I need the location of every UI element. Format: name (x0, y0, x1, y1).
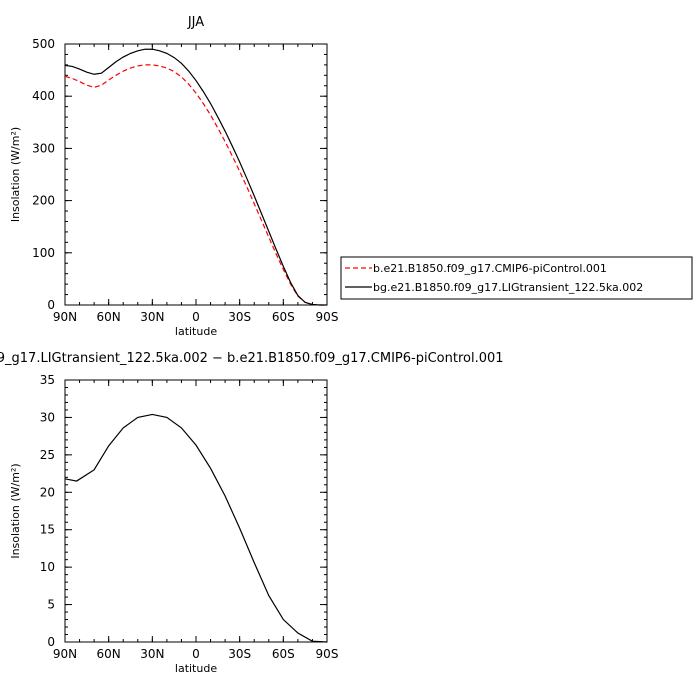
x-tick-label: 90S (316, 647, 339, 661)
y-axis-label: Insolation (W/m²) (9, 127, 22, 222)
x-tick-label: 0 (192, 310, 200, 324)
chart-title: bg.e21.B1850.f09_g17.LIGtransient_122.5k… (0, 351, 504, 366)
x-tick-label: 60N (97, 310, 121, 324)
legend-entry-0: b.e21.B1850.f09_g17.CMIP6-piControl.001 (373, 262, 607, 275)
x-axis-label: latitude (175, 325, 217, 338)
x-axis-label: latitude (175, 662, 217, 675)
y-tick-label: 500 (32, 37, 55, 51)
x-tick-label: 60S (272, 310, 295, 324)
x-tick-label: 0 (192, 647, 200, 661)
y-tick-label: 400 (32, 89, 55, 103)
series-line-1 (64, 48, 327, 306)
y-tick-label: 5 (47, 598, 55, 612)
legend: b.e21.B1850.f09_g17.CMIP6-piControl.001b… (340, 256, 693, 300)
x-tick-label: 30S (228, 647, 251, 661)
y-axis-label: Insolation (W/m²) (9, 463, 22, 558)
x-tick-label: 90S (316, 310, 339, 324)
x-tick-label: 30N (140, 647, 164, 661)
x-tick-label: 60N (97, 647, 121, 661)
x-tick-label: 90N (53, 310, 77, 324)
legend-entry-1: bg.e21.B1850.f09_g17.LIGtransient_122.5k… (373, 281, 643, 294)
x-tick-label: 30S (228, 310, 251, 324)
x-tick-label: 60S (272, 647, 295, 661)
y-tick-label: 15 (40, 523, 55, 537)
y-tick-label: 0 (47, 635, 55, 649)
y-tick-label: 35 (40, 373, 55, 387)
panel-difference: bg.e21.B1850.f09_g17.LIGtransient_122.5k… (0, 351, 504, 675)
chart-title: JJA (187, 15, 204, 30)
y-tick-label: 300 (32, 141, 55, 155)
y-tick-label: 30 (40, 410, 55, 424)
y-tick-label: 10 (40, 560, 55, 574)
y-tick-label: 25 (40, 448, 55, 462)
x-tick-label: 90N (53, 647, 77, 661)
y-tick-label: 20 (40, 485, 55, 499)
series-line-0 (64, 413, 328, 643)
x-tick-label: 30N (140, 310, 164, 324)
y-tick-label: 200 (32, 194, 55, 208)
series-line-0 (64, 64, 327, 306)
plot-frame (64, 379, 328, 643)
panel-jja: JJA 90N 60N 30N 0 30S 60S 90S 0 100 200 300 400 500 la… (9, 15, 338, 338)
legend-box (340, 256, 693, 300)
y-tick-label: 100 (32, 246, 55, 260)
y-tick-label: 0 (47, 298, 55, 312)
